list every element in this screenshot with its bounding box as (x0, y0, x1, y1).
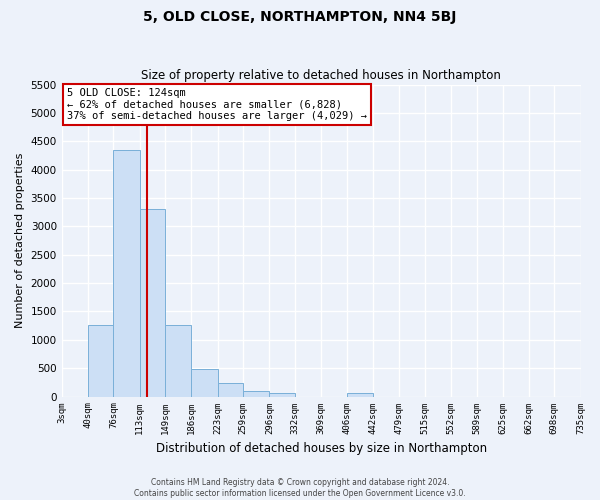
Bar (218, 383, 243, 396)
Bar (243, 391, 269, 396)
Bar (218, 383, 243, 396)
Text: 5 OLD CLOSE: 124sqm
← 62% of detached houses are smaller (6,828)
37% of semi-det: 5 OLD CLOSE: 124sqm ← 62% of detached ho… (67, 88, 367, 121)
Bar (113, 150, 140, 396)
Bar (269, 392, 295, 396)
Bar (140, 210, 165, 396)
Text: Contains HM Land Registry data © Crown copyright and database right 2024.
Contai: Contains HM Land Registry data © Crown c… (134, 478, 466, 498)
Text: 5, OLD CLOSE, NORTHAMPTON, NN4 5BJ: 5, OLD CLOSE, NORTHAMPTON, NN4 5BJ (143, 10, 457, 24)
Bar (113, 150, 140, 396)
X-axis label: Distribution of detached houses by size in Northampton: Distribution of detached houses by size … (155, 442, 487, 455)
Bar (243, 391, 269, 396)
Bar (191, 370, 218, 396)
Bar (140, 210, 165, 396)
Bar (88, 324, 113, 396)
Title: Size of property relative to detached houses in Northampton: Size of property relative to detached ho… (141, 69, 501, 82)
Bar (347, 392, 373, 396)
Y-axis label: Number of detached properties: Number of detached properties (15, 153, 25, 328)
Bar (165, 324, 191, 396)
Bar (269, 392, 295, 396)
Bar (88, 324, 113, 396)
Bar (347, 392, 373, 396)
Bar (191, 370, 218, 396)
Bar (165, 324, 191, 396)
